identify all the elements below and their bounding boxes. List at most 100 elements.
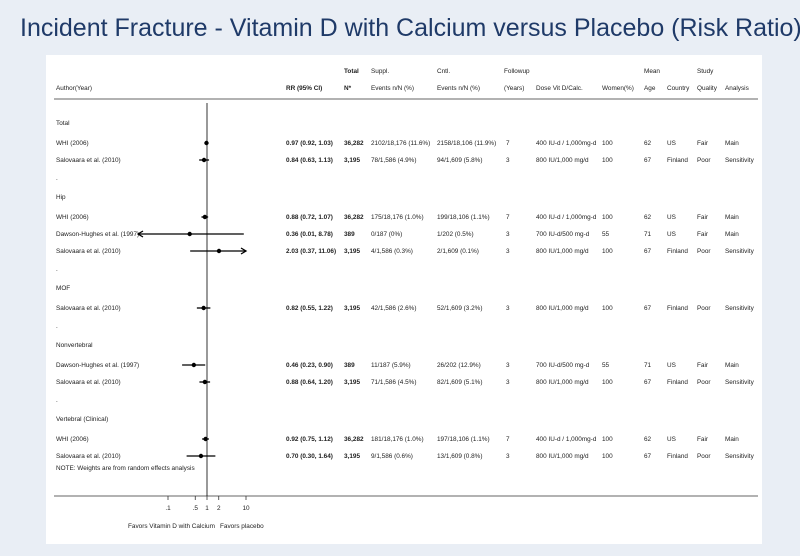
suppl-events: 9/1,586 (0.6%) (371, 453, 413, 460)
header-followup: (Years) (504, 85, 524, 92)
rr-ci-value: 0.88 (0.72, 1.07) (286, 214, 333, 221)
group-label: MOF (56, 285, 70, 292)
header-dose: Dose Vit D/Calc. (536, 85, 583, 92)
forest-plot-panel: Total Followup Mean Study Suppl. Suppl. … (46, 55, 762, 544)
quality: Poor (697, 305, 711, 312)
column-headers: Total Followup Mean Study Suppl. Suppl. … (56, 68, 749, 92)
rr-ci-value: 0.46 (0.23, 0.90) (286, 362, 333, 369)
dose: 800 IU/1,000 mg/d (536, 248, 589, 255)
total-n: 3,195 (344, 305, 360, 312)
quality: Fair (697, 436, 709, 443)
rr-ci-value: 0.70 (0.30, 1.64) (286, 453, 333, 460)
study-author: WHI (2006) (56, 140, 89, 147)
header-age: Age (644, 85, 656, 92)
dose: 400 IU-d / 1,000mg-d (536, 436, 597, 443)
suppl-events: 2102/18,176 (11.6%) (371, 140, 430, 147)
followup-years: 3 (506, 157, 510, 164)
cntl-events: 1/202 (0.5%) (437, 231, 474, 238)
country: US (667, 436, 676, 443)
point-estimate (201, 305, 206, 311)
country: US (667, 140, 676, 147)
cntl-events: 197/18,106 (1.1%) (437, 436, 490, 443)
ci-arrow-right (240, 247, 248, 255)
country: Finland (667, 248, 688, 255)
suppl-events: 175/18,176 (1.0%) (371, 214, 424, 221)
dose: 400 IU-d / 1,000mg-d (536, 140, 597, 147)
dose: 800 IU/1,000 mg/d (536, 453, 589, 460)
analysis: Main (725, 436, 739, 443)
total-n: 36,282 (344, 214, 364, 221)
group-label: Hip (56, 194, 66, 201)
rr-ci-value: 0.36 (0.01, 8.78) (286, 231, 333, 238)
point-estimate (204, 140, 209, 146)
ci-arrow-left (136, 230, 144, 238)
cntl-events: 52/1,609 (3.2%) (437, 305, 482, 312)
analysis: Main (725, 214, 739, 221)
spacer-dot: . (56, 397, 58, 404)
followup-years: 7 (506, 214, 510, 221)
dose: 700 IU-d/500 mg-d (536, 231, 590, 238)
analysis: Sensitivity (725, 453, 755, 460)
followup-years: 3 (506, 248, 510, 255)
study-author: Salovaara et al. (2010) (56, 453, 121, 460)
women-pct: 100 (602, 305, 613, 312)
cntl-events: 2/1,609 (0.1%) (437, 248, 479, 255)
women-pct: 55 (602, 362, 610, 369)
spacer-dot: . (56, 266, 58, 273)
total-n: 36,282 (344, 436, 364, 443)
total-n: 36,282 (344, 140, 364, 147)
analysis: Main (725, 362, 739, 369)
women-pct: 100 (602, 140, 613, 147)
quality: Fair (697, 140, 709, 147)
rr-ci-value: 0.92 (0.75, 1.12) (286, 436, 333, 443)
quality: Fair (697, 214, 709, 221)
study-author: Dawson-Hughes et al. (1997) (56, 362, 139, 369)
mean-age: 62 (644, 140, 652, 147)
analysis: Main (725, 231, 739, 238)
mean-age: 67 (644, 453, 652, 460)
rr-ci-value: 2.03 (0.37, 11.06) (286, 248, 336, 255)
point-estimate (187, 231, 192, 237)
study-author: Salovaara et al. (2010) (56, 305, 121, 312)
rr-ci-value: 0.97 (0.92, 1.03) (286, 140, 333, 147)
analysis: Sensitivity (725, 379, 755, 386)
suppl-events: 71/1,586 (4.5%) (371, 379, 416, 386)
country: Finland (667, 305, 688, 312)
header-total: N* (344, 85, 352, 92)
followup-years: 7 (506, 436, 510, 443)
cntl-events: 2158/18,106 (11.9%) (437, 140, 496, 147)
mean-age: 67 (644, 305, 652, 312)
followup-years: 7 (506, 140, 510, 147)
dose: 800 IU/1,000 mg/d (536, 379, 589, 386)
women-pct: 100 (602, 453, 613, 460)
followup-years: 3 (506, 453, 510, 460)
mean-age: 67 (644, 157, 652, 164)
chart-title: Incident Fracture - Vitamin D with Calci… (20, 14, 800, 42)
women-pct: 100 (602, 157, 613, 164)
quality: Poor (697, 379, 711, 386)
header-quality: Quality (697, 85, 718, 92)
analysis: Main (725, 140, 739, 147)
country: US (667, 362, 676, 369)
dose: 700 IU-d/500 mg-d (536, 362, 590, 369)
suppl-events: 11/187 (5.9%) (371, 362, 411, 369)
mean-age: 67 (644, 379, 652, 386)
weights-note: NOTE: Weights are from random effects an… (56, 465, 195, 472)
header-country: Country (667, 85, 690, 92)
total-n: 3,195 (344, 248, 360, 255)
study-author: Salovaara et al. (2010) (56, 157, 121, 164)
total-n: 3,195 (344, 379, 360, 386)
group-label: Total (56, 120, 70, 127)
header-rr: RR (95% CI) (286, 85, 322, 92)
country: US (667, 214, 676, 221)
spacer-dot: . (56, 323, 58, 330)
study-author: WHI (2006) (56, 214, 89, 221)
point-estimate (202, 214, 208, 220)
header-suppl: Events n/N (%) (371, 85, 414, 92)
mean-age: 67 (644, 248, 652, 255)
analysis: Sensitivity (725, 305, 755, 312)
x-tick-label: 2 (217, 505, 221, 512)
total-n: 389 (344, 231, 355, 238)
quality: Poor (697, 453, 711, 460)
country: US (667, 231, 676, 238)
